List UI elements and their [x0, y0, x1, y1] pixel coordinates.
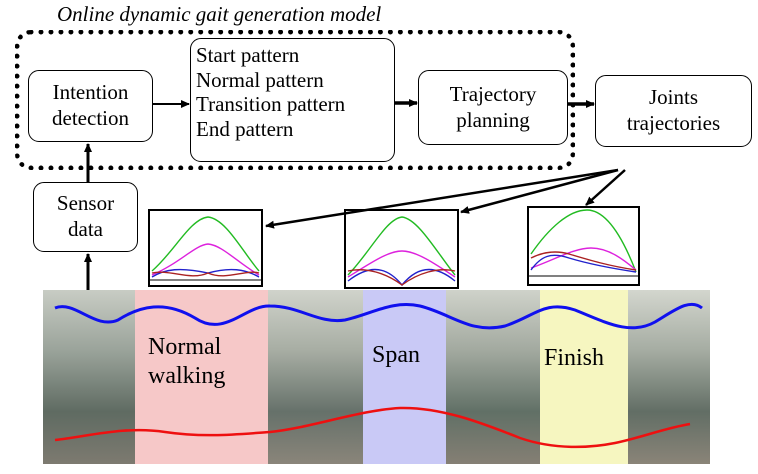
plot1-red-curve [151, 271, 260, 277]
joints-line-2: trajectories [626, 111, 721, 135]
plot3-red-curve [530, 251, 637, 271]
joint-plot-finish [527, 206, 640, 286]
sensor-line-2: data [68, 217, 103, 241]
pattern-transition: Transition pattern [196, 92, 346, 117]
sensor-data-box: Sensor data [33, 182, 138, 252]
plot2-green-curve [347, 216, 456, 276]
joint-plot-span [344, 209, 459, 289]
pattern-end: End pattern [196, 116, 294, 141]
intention-line-1: Intention [52, 80, 129, 105]
finish-band [540, 290, 628, 464]
trajectory-planning-box: Trajectory planning [418, 70, 568, 145]
normal-walking-label: Normal walking [148, 333, 225, 391]
joints-line-1: Joints [648, 85, 698, 110]
pattern-normal: Normal pattern [196, 67, 324, 92]
span-band [363, 290, 446, 464]
normal-label-line-1: Normal [148, 334, 222, 360]
trajectory-line-2: planning [456, 107, 530, 132]
plot3-green-curve [530, 209, 637, 273]
normal-label-line-2: walking [148, 362, 226, 389]
intention-detection-box: Intention detection [28, 70, 153, 142]
arrow-to-plot-normal [265, 168, 619, 229]
arrow-to-plot-span [460, 168, 619, 214]
lower-leg-trajectory-curve [54, 406, 691, 449]
pattern-start: Start pattern [196, 43, 300, 67]
intention-line-2: detection [52, 106, 129, 130]
plot2-red-curve [347, 269, 456, 286]
plot3-magenta-curve [530, 247, 637, 271]
patterns-box: Start pattern Normal pattern Transition … [190, 38, 395, 162]
joint-plot-normal [148, 209, 263, 287]
plot2-magenta-curve [347, 250, 456, 278]
finish-label: Finish [544, 345, 605, 371]
diagram-title: Online dynamic gait generation model [57, 2, 382, 26]
plot1-green-curve [151, 216, 260, 272]
sensor-line-1: Sensor [56, 191, 115, 216]
joints-trajectories-box: Joints trajectories [595, 75, 752, 147]
arrow-to-plot-finish [585, 169, 626, 206]
trajectory-line-1: Trajectory [449, 81, 537, 106]
plot3-blue-curve [530, 254, 637, 273]
span-label: Span [372, 342, 420, 368]
plot1-magenta-curve [151, 243, 260, 276]
upper-leg-trajectory-curve [54, 302, 703, 330]
gait-model-frame [15, 30, 575, 170]
